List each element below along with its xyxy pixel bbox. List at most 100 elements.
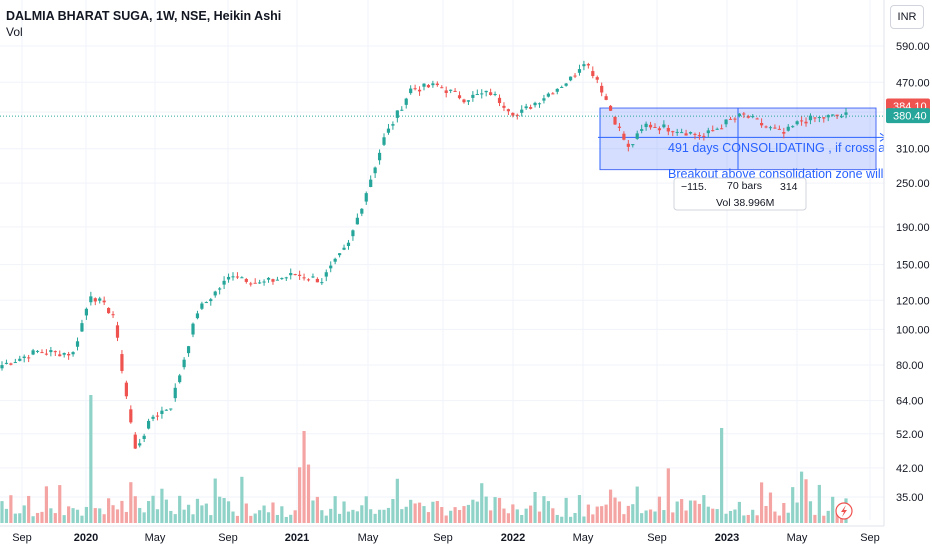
candle-body (360, 208, 364, 214)
x-tick-label: May (573, 532, 594, 544)
candle-body (742, 113, 746, 115)
volume-bar (178, 495, 182, 523)
candle-body (715, 128, 719, 130)
candle-body (595, 77, 599, 80)
y-tick-label: 590.00 (896, 41, 930, 53)
candle-body (182, 359, 186, 368)
volume-bar (466, 504, 471, 523)
candle-body (497, 97, 502, 104)
candle-body (768, 127, 773, 129)
volume-bar (426, 512, 431, 523)
grid-lines (0, 0, 884, 520)
volume-bar (22, 505, 26, 523)
volume-bar (449, 510, 453, 523)
candle-body (155, 415, 160, 417)
candle-body (391, 124, 395, 126)
volume-bar (324, 515, 328, 523)
candle-body (0, 365, 4, 369)
volume-bar (306, 464, 311, 523)
volume-bar (444, 515, 448, 523)
volume-bar (751, 509, 755, 523)
volume-bar (524, 508, 528, 523)
candle-body (640, 129, 644, 131)
volume-bar (231, 511, 235, 523)
volume-bar (640, 513, 644, 523)
volume-bar (782, 502, 786, 523)
candle-body (107, 307, 111, 314)
volume-bar (568, 516, 573, 523)
candle-body (311, 276, 315, 278)
candle-body (626, 143, 630, 147)
volume-bar (489, 510, 493, 523)
volume-bar (364, 496, 368, 523)
candle-body (169, 408, 173, 410)
candle-body (395, 110, 399, 118)
volume-bar (404, 506, 408, 523)
volume-bar (386, 507, 391, 523)
candle-body (648, 124, 653, 128)
volume-bar (546, 501, 550, 523)
candle-body (213, 291, 217, 296)
volume-bar (142, 512, 146, 523)
candle-body (600, 85, 604, 93)
volume-bar (262, 505, 266, 523)
volume-bar (813, 514, 817, 523)
candle-body (22, 356, 26, 358)
consolidation-note: 491 days CONSOLIDATING , if cross above (668, 141, 912, 155)
volume-bar (462, 506, 466, 523)
candle-body (218, 288, 222, 290)
volume-bar (515, 509, 519, 523)
candle-body (302, 277, 306, 279)
measure-change-label: −115. (681, 181, 707, 193)
candle-body (400, 109, 404, 111)
volume-bar (826, 510, 830, 523)
volume-bar (391, 499, 395, 523)
candle-body (631, 144, 635, 146)
volume-bar (249, 515, 253, 523)
volume-bar (520, 514, 524, 523)
volume-bar (35, 512, 40, 523)
volume-bar (702, 495, 706, 523)
candle-body (515, 114, 519, 116)
candle-body (529, 107, 533, 109)
candle-body (702, 135, 706, 137)
volume-bar (369, 509, 373, 523)
candle-body (839, 116, 844, 118)
candle-body (693, 133, 697, 135)
volume-bar (529, 505, 533, 523)
volume-bar (200, 505, 204, 523)
candle-body (280, 278, 284, 280)
y-tick-label: 42.00 (896, 463, 924, 475)
volume-bar (480, 483, 484, 523)
candle-body (204, 302, 208, 304)
volume-bar (377, 509, 382, 523)
candle-body (160, 410, 164, 414)
y-tick-label: 35.00 (896, 492, 924, 504)
volume-bar (626, 505, 630, 523)
volume-bar (89, 395, 93, 523)
measure-label-box (673, 177, 807, 211)
volume-bar (222, 497, 226, 523)
x-tick-label: May (145, 532, 166, 544)
candle-body (266, 277, 271, 280)
volume-bar (164, 499, 168, 523)
candle-body (320, 282, 324, 284)
volume-bar (831, 496, 835, 523)
volume-bar (795, 502, 799, 523)
candle-body (209, 299, 213, 302)
candle-body (662, 124, 666, 128)
volume-bar (186, 504, 191, 523)
candle-body (480, 93, 484, 95)
x-tick-label: 2021 (285, 532, 309, 544)
candle-body (786, 126, 790, 131)
candle-body (475, 94, 479, 96)
candle-body (226, 276, 231, 280)
candle-body (422, 83, 426, 87)
currency-button[interactable]: INR (890, 5, 924, 29)
volume-bar (564, 497, 568, 523)
candle-body (44, 353, 49, 355)
candle-body (817, 117, 821, 119)
candle-body (489, 92, 493, 96)
